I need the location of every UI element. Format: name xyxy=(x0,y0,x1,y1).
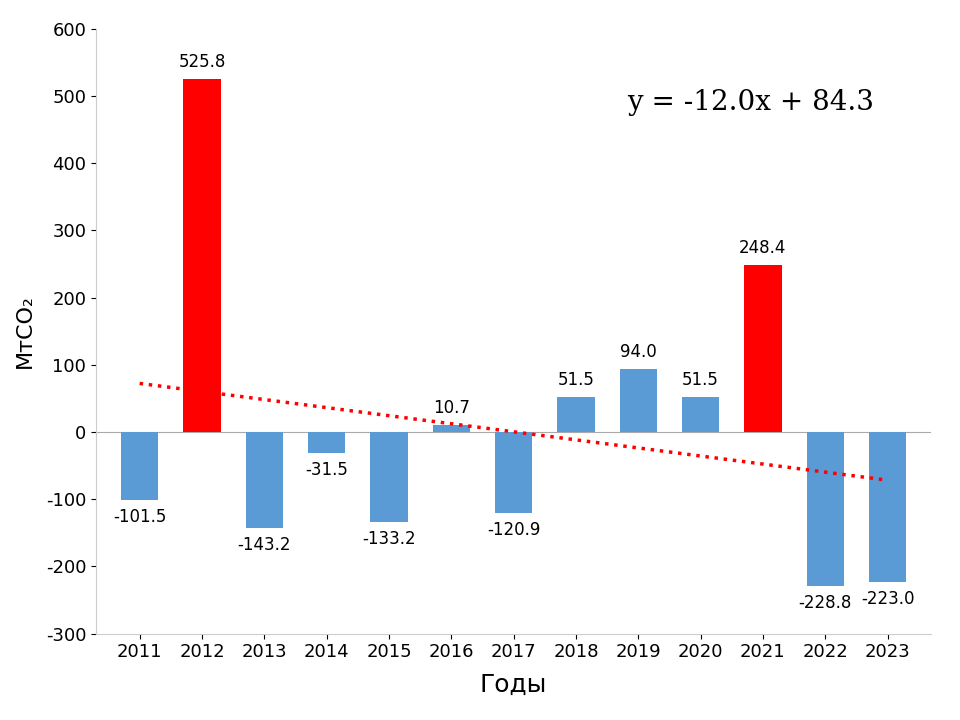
Text: -120.9: -120.9 xyxy=(487,521,540,539)
Text: -133.2: -133.2 xyxy=(362,530,416,548)
Text: 94.0: 94.0 xyxy=(620,343,657,361)
Text: 248.4: 248.4 xyxy=(739,239,786,257)
Text: -223.0: -223.0 xyxy=(861,590,914,608)
Bar xyxy=(619,369,657,432)
Text: y = -12.0x + 84.3: y = -12.0x + 84.3 xyxy=(627,89,874,116)
Bar xyxy=(744,265,781,432)
Bar xyxy=(183,78,221,432)
Bar xyxy=(682,397,719,432)
X-axis label: Годы: Годы xyxy=(480,672,547,696)
Text: 51.5: 51.5 xyxy=(558,372,594,390)
Text: -31.5: -31.5 xyxy=(305,462,348,480)
Bar xyxy=(495,432,532,513)
Text: -143.2: -143.2 xyxy=(237,536,291,554)
Bar xyxy=(121,432,158,500)
Text: -101.5: -101.5 xyxy=(113,508,166,526)
Bar xyxy=(869,432,906,582)
Bar xyxy=(806,432,844,586)
Bar xyxy=(433,425,470,432)
Bar xyxy=(246,432,283,528)
Bar xyxy=(308,432,346,453)
Text: 525.8: 525.8 xyxy=(179,53,226,71)
Text: 10.7: 10.7 xyxy=(433,399,469,417)
Bar xyxy=(371,432,408,521)
Y-axis label: МтСО₂: МтСО₂ xyxy=(14,294,35,368)
Text: 51.5: 51.5 xyxy=(683,372,719,390)
Text: -228.8: -228.8 xyxy=(799,594,852,612)
Bar xyxy=(557,397,594,432)
